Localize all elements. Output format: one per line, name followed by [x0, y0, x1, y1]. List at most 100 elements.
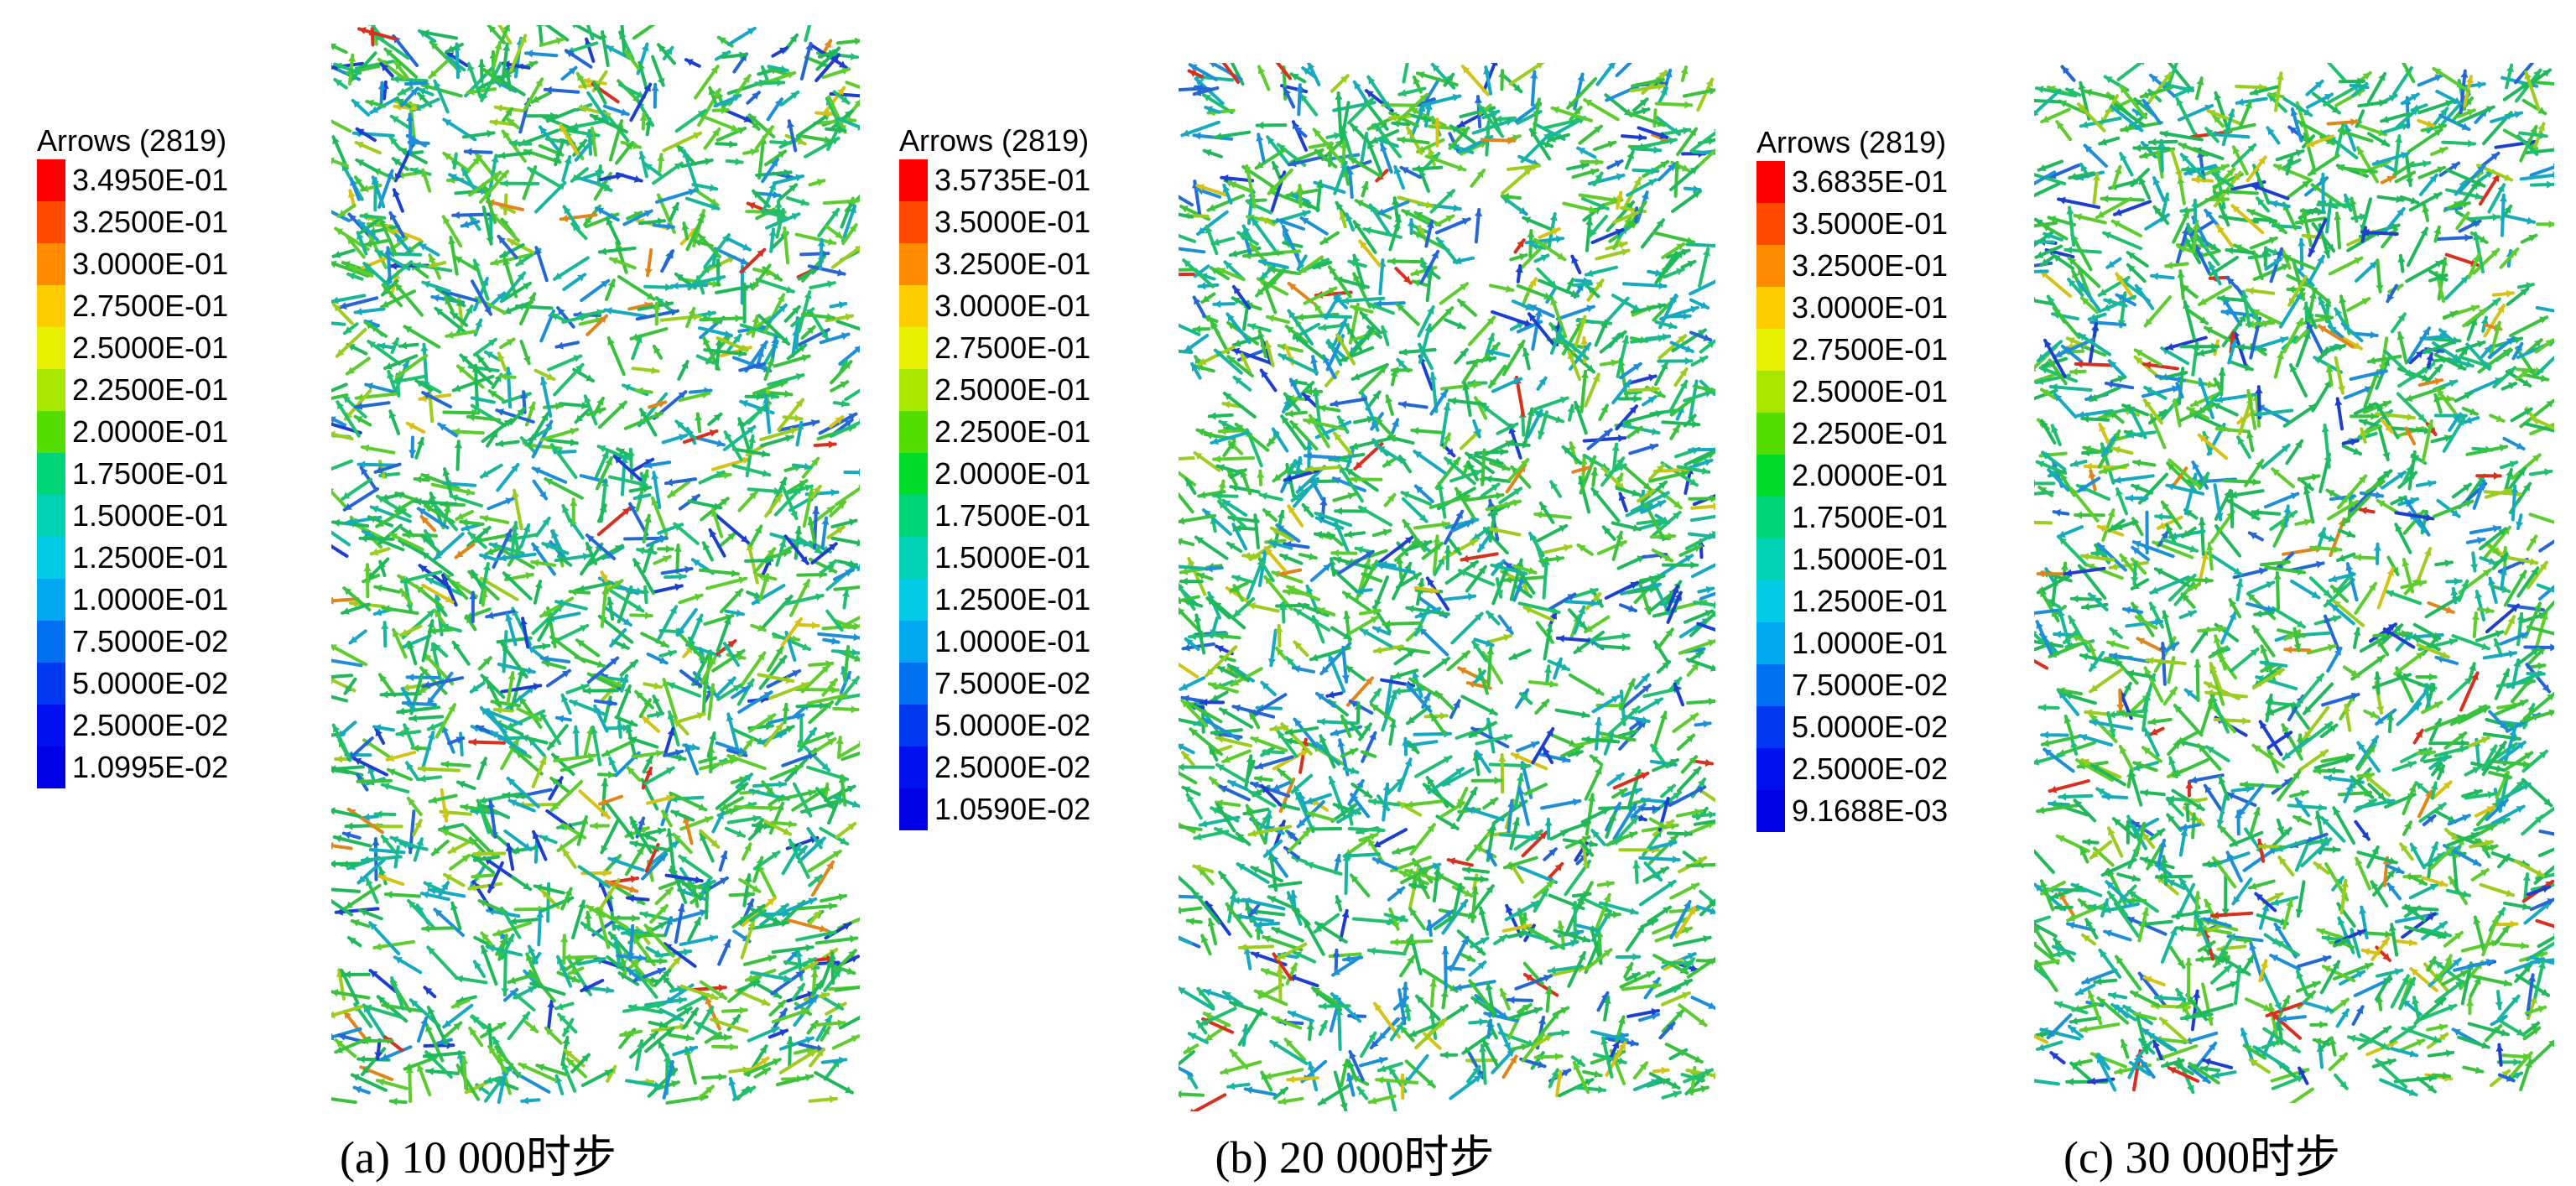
legend-label: 2.7500E-01 [934, 327, 1090, 369]
color-swatch [899, 537, 928, 579]
arrow-field [2034, 63, 2554, 1103]
color-swatch [37, 705, 65, 746]
color-swatch [1756, 790, 1785, 832]
legend-label: 5.0000E-02 [72, 663, 228, 705]
legend-label: 3.6835E-01 [1792, 161, 1948, 203]
color-swatch [1756, 706, 1785, 748]
legend-label: 2.2500E-01 [72, 369, 228, 411]
color-swatch [37, 495, 65, 537]
legend-label: 3.0000E-01 [1792, 287, 1948, 329]
color-swatch [37, 663, 65, 705]
color-swatch [1756, 664, 1785, 706]
color-swatch [899, 453, 928, 495]
legend-label: 1.7500E-01 [72, 453, 228, 495]
legend-label: 1.0995E-02 [72, 746, 228, 788]
legend-label: 2.5000E-01 [934, 369, 1090, 411]
legend-label: 3.2500E-01 [1792, 245, 1948, 287]
arrow-field [331, 25, 860, 1105]
color-swatch [899, 369, 928, 411]
legend-label: 1.5000E-01 [72, 495, 228, 537]
color-scale-bar [1756, 161, 1785, 832]
legend-label: 3.5735E-01 [934, 159, 1090, 201]
arrow-field-plot-a [331, 25, 860, 1116]
arrow-field-plot-b [1179, 63, 1715, 1111]
color-swatch [1756, 329, 1785, 371]
legend-label: 3.4950E-01 [72, 159, 228, 201]
color-swatch [37, 537, 65, 579]
legend-title: Arrows (2819) [37, 124, 289, 158]
color-swatch [1756, 287, 1785, 329]
color-swatch [899, 705, 928, 746]
legend-label: 1.0000E-01 [72, 579, 228, 621]
color-swatch [899, 201, 928, 243]
legend-label: 2.7500E-01 [72, 285, 228, 327]
color-scale-bar [37, 159, 65, 788]
color-swatch [37, 369, 65, 411]
color-swatch [899, 411, 928, 453]
legend-label: 2.7500E-01 [1792, 329, 1948, 371]
legend-a: Arrows (2819) 3.4950E-01 3.2500E-01 3.00… [37, 124, 289, 788]
legend-b: Arrows (2819) 3.5735E-01 3.5000E-01 3.25… [899, 124, 1151, 830]
legend-label: 1.5000E-01 [934, 537, 1090, 579]
color-swatch [1756, 371, 1785, 413]
legend-label: 7.5000E-02 [1792, 664, 1948, 706]
legend-label: 2.0000E-01 [934, 453, 1090, 495]
legend-label: 2.0000E-01 [1792, 455, 1948, 497]
legend-title: Arrows (2819) [1756, 126, 2008, 159]
legend-label: 2.2500E-01 [1792, 413, 1948, 455]
color-swatch [1756, 413, 1785, 455]
color-swatch [899, 746, 928, 788]
legend-label: 1.7500E-01 [934, 495, 1090, 537]
color-swatch [899, 788, 928, 830]
color-swatch [37, 285, 65, 327]
legend-label: 1.0590E-02 [934, 788, 1090, 830]
legend-label: 9.1688E-03 [1792, 790, 1948, 832]
color-swatch [899, 495, 928, 537]
legend-label: 2.5000E-01 [1792, 371, 1948, 413]
color-swatch [1756, 748, 1785, 790]
legend-label: 7.5000E-02 [72, 621, 228, 663]
color-swatch [899, 663, 928, 705]
arrow-field-svg [2034, 63, 2554, 1103]
legend-labels: 3.5735E-01 3.5000E-01 3.2500E-01 3.0000E… [934, 159, 1090, 830]
color-swatch [899, 243, 928, 285]
color-swatch [37, 243, 65, 285]
legend-labels: 3.6835E-01 3.5000E-01 3.2500E-01 3.0000E… [1792, 161, 1948, 832]
caption-b: (b) 20 000时步 [1170, 1120, 1539, 1170]
color-swatch [1756, 497, 1785, 538]
legend-title: Arrows (2819) [899, 124, 1151, 158]
legend-label: 2.5000E-02 [72, 705, 228, 746]
arrow-field-svg [1179, 63, 1715, 1111]
legend-label: 1.0000E-01 [934, 621, 1090, 663]
color-swatch [1756, 580, 1785, 622]
legend-label: 3.5000E-01 [1792, 203, 1948, 245]
legend-label: 3.2500E-01 [934, 243, 1090, 285]
color-scale-bar [899, 159, 928, 830]
arrow-field-plot-c [2034, 63, 2554, 1103]
legend-label: 5.0000E-02 [1792, 706, 1948, 748]
legend-label: 2.2500E-01 [934, 411, 1090, 453]
legend-label: 1.2500E-01 [934, 579, 1090, 621]
legend-label: 2.5000E-02 [1792, 748, 1948, 790]
color-swatch [37, 327, 65, 369]
color-swatch [899, 327, 928, 369]
color-swatch [1756, 203, 1785, 245]
color-swatch [899, 579, 928, 621]
legend-c: Arrows (2819) 3.6835E-01 3.5000E-01 3.25… [1756, 126, 2008, 832]
color-swatch [37, 453, 65, 495]
legend-labels: 3.4950E-01 3.2500E-01 3.0000E-01 2.7500E… [72, 159, 228, 788]
legend-label: 1.7500E-01 [1792, 497, 1948, 538]
legend-label: 7.5000E-02 [934, 663, 1090, 705]
legend-label: 3.2500E-01 [72, 201, 228, 243]
color-swatch [899, 159, 928, 201]
arrow-field-svg [331, 25, 860, 1116]
color-swatch [1756, 622, 1785, 664]
caption-c: (c) 30 000时步 [2026, 1120, 2378, 1170]
caption-a: (a) 10 000时步 [302, 1120, 654, 1170]
legend-label: 2.5000E-02 [934, 746, 1090, 788]
legend-label: 5.0000E-02 [934, 705, 1090, 746]
legend-label: 2.5000E-01 [72, 327, 228, 369]
color-swatch [37, 579, 65, 621]
legend-label: 3.5000E-01 [934, 201, 1090, 243]
color-swatch [899, 621, 928, 663]
